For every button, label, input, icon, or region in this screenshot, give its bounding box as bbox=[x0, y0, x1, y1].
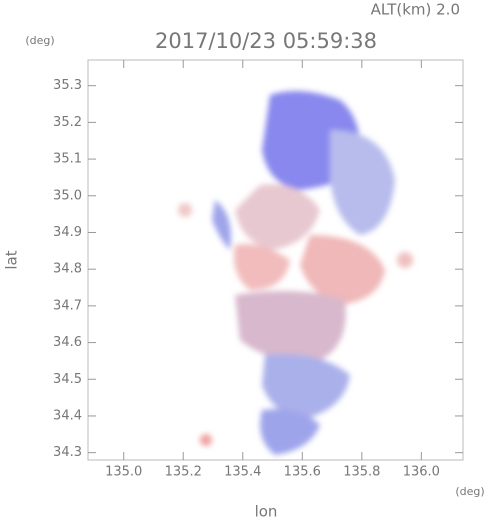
radar-field bbox=[178, 91, 413, 455]
x-axis-label: lon bbox=[255, 503, 278, 521]
echo bbox=[300, 235, 385, 305]
x-tick-label: 135.6 bbox=[284, 465, 321, 480]
echo bbox=[262, 354, 350, 420]
echo bbox=[212, 200, 231, 250]
x-unit: (deg) bbox=[455, 485, 484, 498]
x-tick-label: 135.8 bbox=[343, 465, 380, 480]
y-tick-label: 34.4 bbox=[53, 408, 82, 423]
y-tick-label: 34.6 bbox=[53, 335, 82, 350]
x-tick-label: 135.0 bbox=[105, 465, 142, 480]
axes: 135.0 135.2 135.4 135.6 135.8 136.0 34.3 34.4 34… bbox=[53, 60, 463, 480]
echo bbox=[178, 203, 192, 217]
echo bbox=[234, 244, 290, 290]
y-tick-label: 34.8 bbox=[53, 262, 82, 277]
plot-frame bbox=[87, 59, 464, 461]
altitude-label: ALT(km) 2.0 bbox=[371, 1, 460, 19]
echo bbox=[200, 434, 212, 446]
x-tick-label: 136.0 bbox=[403, 465, 440, 480]
y-unit: (deg) bbox=[25, 34, 54, 47]
echo bbox=[330, 130, 395, 235]
echo bbox=[235, 291, 346, 361]
y-tick-label: 35.1 bbox=[53, 152, 82, 167]
y-tick-label: 34.7 bbox=[53, 298, 82, 313]
y-tick-label: 34.5 bbox=[53, 372, 82, 387]
chart-title: 2017/10/23 05:59:38 bbox=[155, 29, 377, 53]
y-tick-label: 34.9 bbox=[53, 225, 82, 240]
y-tick-label: 34.3 bbox=[53, 445, 82, 460]
y-tick-label: 35.0 bbox=[53, 188, 82, 203]
y-tick-label: 35.2 bbox=[53, 115, 82, 130]
x-tick-label: 135.4 bbox=[224, 465, 261, 480]
y-axis-label: lat bbox=[3, 250, 21, 269]
x-tick-label: 135.2 bbox=[165, 465, 202, 480]
echo bbox=[397, 252, 413, 268]
echo bbox=[260, 409, 320, 455]
y-tick-label: 35.3 bbox=[53, 78, 82, 93]
echo bbox=[235, 184, 320, 250]
